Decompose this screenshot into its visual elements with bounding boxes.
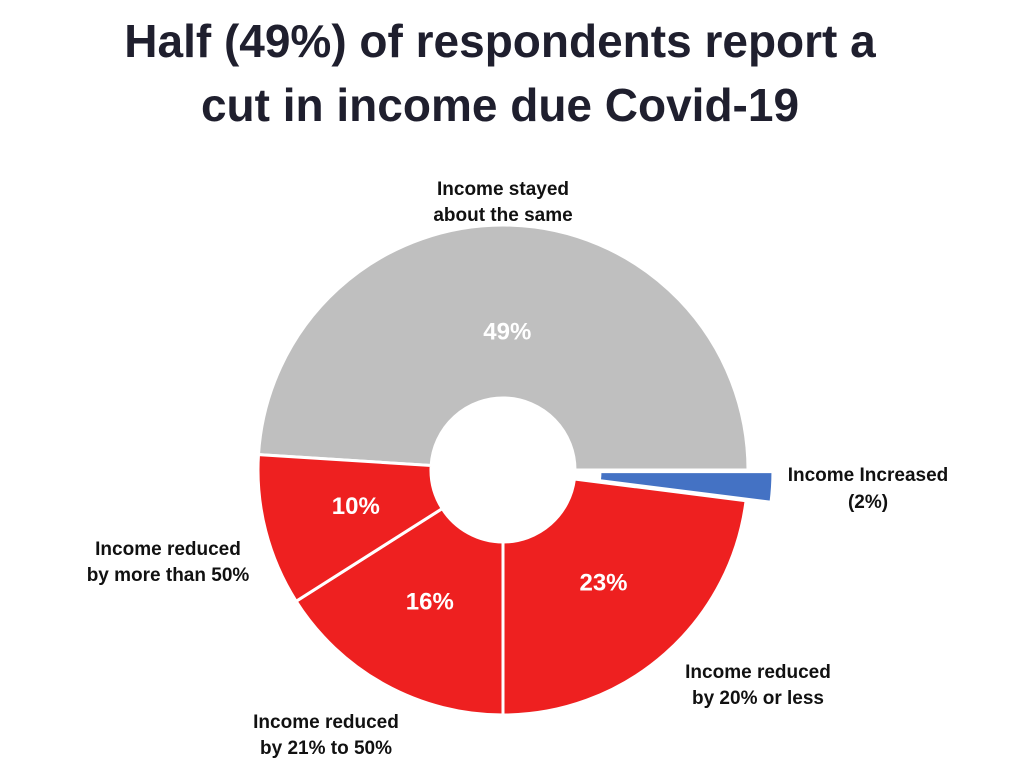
donut-slice [501, 477, 748, 717]
donut-slice [256, 223, 750, 472]
chart-title: Half (49%) of respondents report a cut in… [124, 15, 876, 131]
donut-slice [597, 470, 775, 504]
donut-slice [294, 506, 505, 717]
value-label: 49% [483, 318, 531, 345]
category-label: Income reduced by 21% to 50% [253, 712, 399, 759]
donut-slice [256, 453, 445, 604]
value-label: 23% [579, 569, 627, 596]
value-label: 10% [332, 493, 380, 520]
value-label: 16% [406, 589, 454, 616]
category-label: Income reduced by 20% or less [685, 662, 831, 709]
category-label: Income reduced by more than 50% [87, 539, 250, 586]
value-label: (2%) [848, 492, 888, 513]
category-label: Income stayed about the same [433, 179, 572, 226]
category-label: Income Increased [788, 465, 949, 486]
